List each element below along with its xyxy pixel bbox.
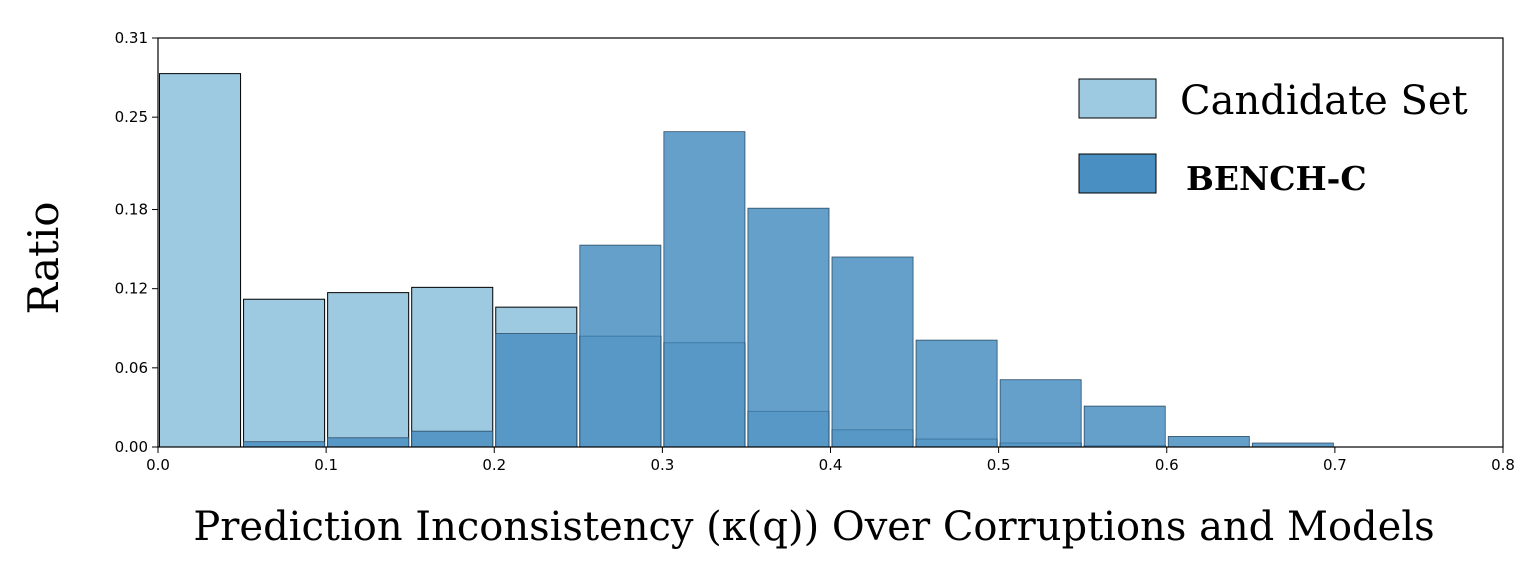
x-tick-label: 0.7 [1323,456,1347,474]
x-axis-ticks: 0.0 0.1 0.2 0.3 0.4 0.5 0.6 0.7 0.8 [146,447,1515,474]
legend-label-bench-c: BENCH-C [1186,159,1367,198]
legend-swatch-candidate-set [1078,78,1157,119]
bench-c-bar [915,339,998,448]
bench-c-bar [1167,436,1250,448]
candidate-set-bar [411,286,494,448]
bench-c-bar [663,131,746,448]
y-tick-label: 0.25 [115,108,148,126]
x-tick-label: 0.1 [314,456,338,474]
legend-swatch-bench-c [1078,153,1157,194]
bench-c-bars [243,131,1334,448]
y-tick-label: 0.31 [115,29,148,47]
x-tick-label: 0.4 [819,456,843,474]
x-tick-label: 0.5 [987,456,1011,474]
bench-c-bar [747,207,830,448]
candidate-set-bar [327,292,410,448]
bench-c-bar [1083,405,1166,448]
bench-c-bar [579,244,662,448]
legend: Candidate Set BENCH-C [1078,78,1468,198]
x-tick-label: 0.0 [146,456,170,474]
y-axis-ticks: 0.00 0.06 0.12 0.18 0.25 0.31 [115,29,158,456]
bench-c-bar [999,379,1082,448]
y-tick-label: 0.12 [115,280,148,298]
y-tick-label: 0.18 [115,201,148,219]
x-tick-label: 0.2 [482,456,506,474]
x-axis-label: Prediction Inconsistency (κ(q)) Over Cor… [193,504,1434,550]
y-tick-label: 0.06 [115,359,148,377]
bench-c-bar [831,256,914,448]
y-tick-label: 0.00 [115,438,148,456]
y-axis-label: Ratio [19,201,68,314]
x-tick-label: 0.3 [650,456,674,474]
bench-c-bar [411,430,494,448]
candidate-set-bar [159,73,242,448]
legend-label-candidate-set: Candidate Set [1180,78,1468,124]
bench-c-bar [327,437,410,448]
x-tick-label: 0.6 [1155,456,1179,474]
bench-c-bar [243,441,326,448]
x-tick-label: 0.8 [1491,456,1515,474]
candidate-set-bar [243,298,326,448]
bench-c-bar [495,333,578,448]
